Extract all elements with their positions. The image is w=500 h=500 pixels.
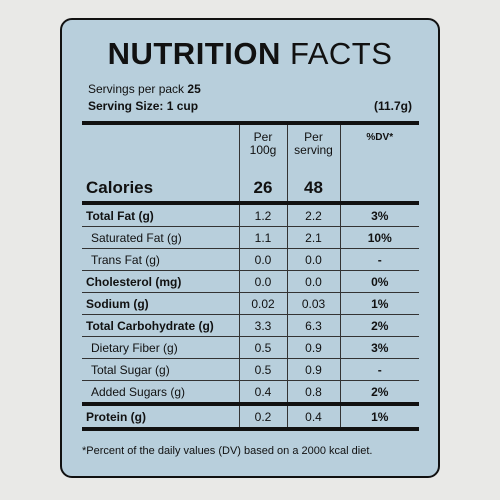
nutrient-row: Cholesterol (mg) 0.0 0.0 0%: [82, 270, 419, 293]
nutrient-name: Dietary Fiber (g): [82, 336, 239, 359]
serving-size-label: Serving Size: 1 cup: [88, 99, 199, 113]
daily-value: -: [339, 358, 419, 381]
nutrient-amount: 0.4: [286, 404, 340, 431]
title-bold: NUTRITION: [107, 36, 281, 71]
daily-value: -: [339, 248, 419, 271]
nutrient-amount: 0.0: [238, 248, 287, 271]
nutrient-row: Sodium (g) 0.02 0.03 1%: [82, 292, 419, 315]
daily-value: 3%: [339, 336, 419, 359]
serving-size: Serving Size: 1 cup (11.7g): [88, 99, 412, 113]
footnote: *Percent of the daily values (DV) based …: [82, 445, 373, 457]
header-row: Per 100g Per serving %DV*: [82, 121, 419, 175]
nutrient-row: Dietary Fiber (g) 0.5 0.9 3%: [82, 336, 419, 359]
nutrient-name: Total Carbohydrate (g): [82, 314, 239, 337]
nutrient-name: Total Fat (g): [82, 203, 239, 227]
nutrient-name: Protein (g): [82, 404, 239, 431]
header-cell: Per 100g: [238, 121, 287, 175]
nutrient-name: Sodium (g): [82, 292, 239, 315]
daily-value: 1%: [339, 404, 419, 431]
servings-label: Servings per pack: [88, 82, 185, 96]
nutrient-name: Total Sugar (g): [82, 358, 239, 381]
nutrient-row: Added Sugars (g) 0.4 0.8 2%: [82, 380, 419, 406]
nutrient-amount: 0.0: [286, 248, 340, 271]
nutrient-amount: 0.9: [286, 358, 340, 381]
nutrition-label: NUTRITION FACTS Servings per pack 25 Ser…: [60, 18, 440, 478]
calories-row: Calories 26 48: [82, 175, 419, 205]
nutrient-amount: 2.2: [286, 203, 340, 227]
nutrient-amount: 6.3: [286, 314, 340, 337]
title-light: FACTS: [289, 36, 393, 71]
daily-value: 1%: [339, 292, 419, 315]
nutrient-amount: 0.9: [286, 336, 340, 359]
nutrient-amount: 0.2: [238, 404, 287, 431]
nutrient-amount: 0.5: [238, 336, 287, 359]
calories-label: Calories: [82, 175, 239, 205]
nutrient-name: Added Sugars (g): [82, 380, 239, 406]
servings: Servings per pack 25: [88, 82, 201, 96]
header-cell: %DV*: [339, 121, 419, 175]
daily-value: 0%: [339, 270, 419, 293]
nutrient-row: Saturated Fat (g) 1.1 2.1 10%: [82, 226, 419, 249]
nutrient-row: Protein (g) 0.2 0.4 1%: [82, 404, 419, 431]
nutrient-amount: 0.0: [286, 270, 340, 293]
nutrient-name: Trans Fat (g): [82, 248, 239, 271]
serving-size-value: (11.7g): [373, 99, 412, 113]
nutrient-amount: 0.5: [238, 358, 287, 381]
nutrient-amount: 2.1: [286, 226, 340, 249]
calories-value: 26: [238, 175, 287, 205]
nutrient-amount: 0.4: [238, 380, 287, 406]
nutrient-row: Total Fat (g) 1.2 2.2 3%: [82, 203, 419, 227]
nutrient-amount: 1.2: [238, 203, 287, 227]
daily-value: 2%: [339, 314, 419, 337]
nutrient-name: Saturated Fat (g): [82, 226, 239, 249]
daily-value: 2%: [339, 380, 419, 406]
nutrient-amount: 1.1: [238, 226, 287, 249]
nutrient-amount: 0.8: [286, 380, 340, 406]
nutrition-table: Per 100g Per serving %DV* Calories 26 48…: [82, 121, 419, 431]
nutrient-row: Trans Fat (g) 0.0 0.0-: [82, 248, 419, 271]
nutrient-amount: 3.3: [238, 314, 287, 337]
calories-value: 48: [286, 175, 340, 205]
daily-value: 3%: [339, 203, 419, 227]
calories-dv: [339, 175, 419, 205]
nutrient-amount: 0.02: [238, 292, 287, 315]
header-cell: Per serving: [286, 121, 340, 175]
nutrient-row: Total Sugar (g) 0.5 0.9-: [82, 358, 419, 381]
nutrient-amount: 0.03: [286, 292, 340, 315]
header-cell: [82, 121, 239, 175]
nutrient-name: Cholesterol (mg): [82, 270, 239, 293]
daily-value: 10%: [339, 226, 419, 249]
servings-value: 25: [187, 82, 201, 96]
nutrient-row: Total Carbohydrate (g) 3.3 6.3 2%: [82, 314, 419, 337]
title: NUTRITION FACTS: [62, 36, 438, 72]
nutrient-amount: 0.0: [238, 270, 287, 293]
